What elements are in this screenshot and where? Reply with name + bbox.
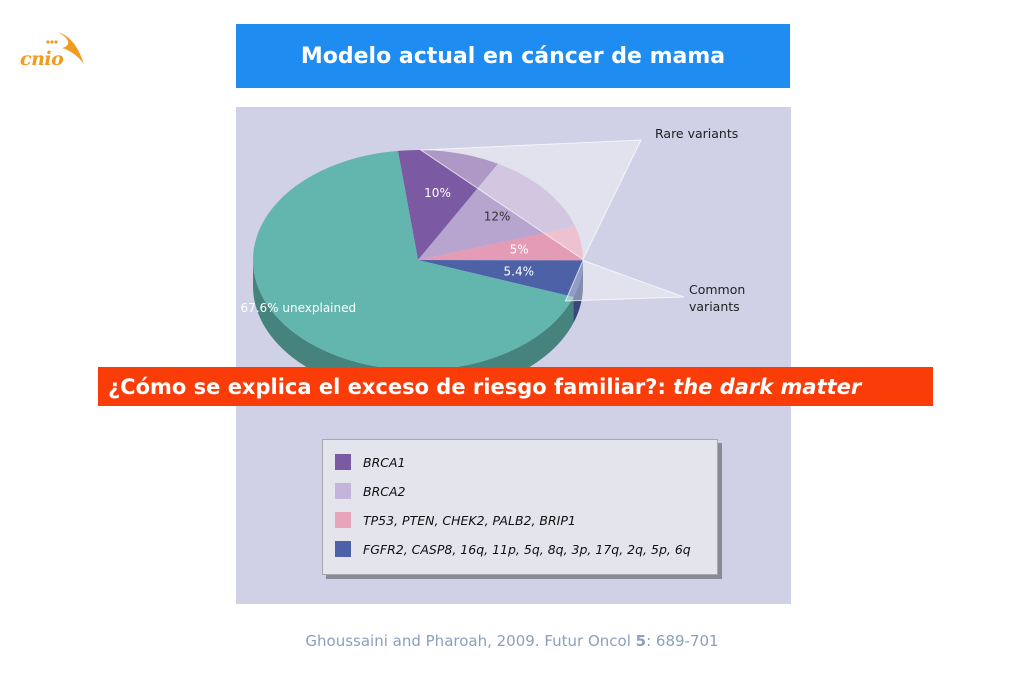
- banner-question: ¿Cómo se explica el exceso de riesgo fam…: [108, 374, 674, 399]
- callout-rare-wedge: [419, 139, 642, 261]
- pie-slice-side-4: [253, 260, 574, 367]
- pie-chart: 10% 12% 5% 5.4% 67.6% unexplained Rare varia…: [240, 126, 745, 367]
- pie-slice-label-3: 5.4%: [504, 265, 534, 279]
- pie-slice-4: [253, 150, 574, 367]
- chart-legend: BRCA1 BRCA2 TP53, PTEN, CHEK2, PALB2, BR…: [322, 439, 718, 575]
- pie-slice-label-4: 67.6% unexplained: [240, 301, 356, 315]
- legend-item: BRCA2: [335, 483, 406, 499]
- cnio-logo: cnio: [18, 26, 90, 74]
- legend-label: TP53, PTEN, CHEK2, PALB2, BRIP1: [363, 512, 576, 528]
- callout-common-wedge: [564, 259, 685, 302]
- callout-common-variants-1: Common: [689, 282, 745, 297]
- citation: Ghoussaini and Pharoah, 2009. Futur Onco…: [0, 632, 1024, 650]
- citation-pages: : 689-701: [646, 632, 719, 650]
- question-banner: ¿Cómo se explica el exceso de riesgo fam…: [98, 367, 933, 406]
- legend-label: BRCA1: [363, 454, 406, 470]
- legend-swatch-2: [335, 512, 351, 528]
- pie-top: [253, 150, 583, 367]
- title-bar: Modelo actual en cáncer de mama: [236, 24, 790, 88]
- legend-item: BRCA1: [335, 454, 406, 470]
- legend-swatch-0: [335, 454, 351, 470]
- pie-slice-3: [418, 260, 583, 297]
- pie-slice-2: [418, 226, 583, 261]
- citation-volume: 5: [635, 632, 647, 650]
- callout-common-variants-2: variants: [689, 299, 740, 314]
- banner-text: ¿Cómo se explica el exceso de riesgo fam…: [108, 375, 861, 399]
- callout-rare-variants: Rare variants: [655, 126, 738, 141]
- pie-slice-0: [397, 150, 498, 260]
- pie-depth: [253, 260, 583, 367]
- banner-emphasis: the dark matter: [673, 374, 862, 399]
- page-title: Modelo actual en cáncer de mama: [300, 43, 726, 69]
- legend-item: TP53, PTEN, CHEK2, PALB2, BRIP1: [335, 512, 576, 528]
- pie-slice-side-3: [573, 260, 583, 323]
- pie-slice-1: [418, 163, 576, 260]
- legend-swatch-1: [335, 483, 351, 499]
- pie-labels: 10% 12% 5% 5.4% 67.6% unexplained: [240, 186, 534, 315]
- legend-item: FGFR2, CASP8, 16q, 11p, 5q, 8q, 3p, 17q,…: [335, 541, 691, 557]
- pie-slice-label-1: 12%: [484, 210, 511, 224]
- citation-authors: Ghoussaini and Pharoah, 2009. Futur Onco…: [305, 632, 636, 650]
- pie-slice-label-2: 5%: [510, 243, 529, 257]
- legend-label: FGFR2, CASP8, 16q, 11p, 5q, 8q, 3p, 17q,…: [363, 541, 691, 557]
- logo-text: cnio: [20, 48, 64, 70]
- pie-slice-label-0: 10%: [424, 186, 451, 200]
- legend-label: BRCA2: [363, 483, 406, 499]
- pie-callouts: [419, 139, 685, 302]
- legend-swatch-3: [335, 541, 351, 557]
- cnio-logo-icon: [46, 32, 84, 64]
